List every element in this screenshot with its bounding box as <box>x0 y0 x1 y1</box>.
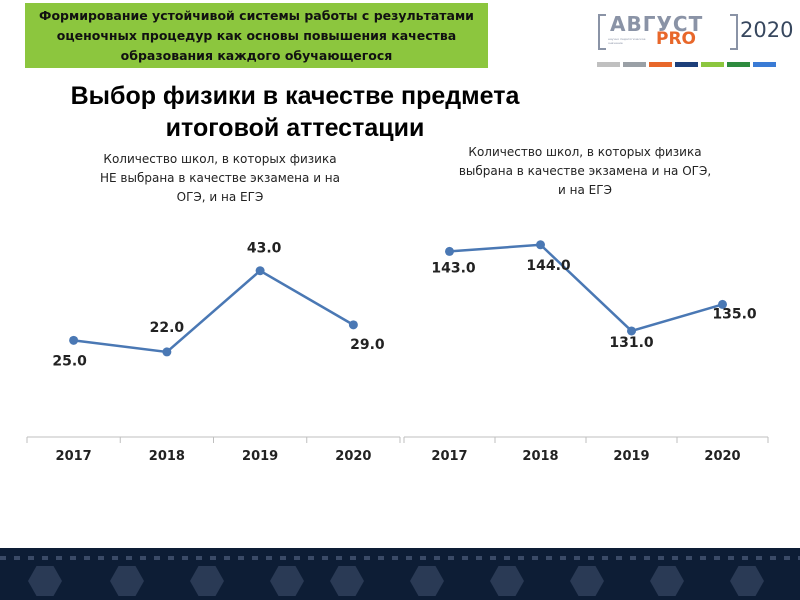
banner-line-2: оценочных процедур как основы повышения … <box>56 27 457 43</box>
color-bar-segment <box>701 62 724 67</box>
line-charts: 2017 2018 2019 2020 25.0 22.0 43.0 29.0 2017 2018… <box>26 240 769 464</box>
page-title-line-1: Выбор физики в качестве предмета <box>70 82 520 110</box>
chart-1-title-line-1: Количество школ, в которых физика <box>103 152 337 166</box>
chart-1-data-point <box>348 320 358 330</box>
color-bar-segment <box>623 62 646 67</box>
chart-2-data-label: 143.0 <box>431 260 476 276</box>
chart-1-tick-label: 2018 <box>149 449 185 464</box>
color-bar-segment <box>597 62 620 67</box>
topic-banner-text: Формирование устойчивой системы работы с… <box>33 6 480 66</box>
chart-1-data-point <box>255 266 265 276</box>
chart-2-data-point <box>627 326 636 336</box>
chart-2-title-line-3: и на ЕГЭ <box>558 183 612 197</box>
chart-1-data-label: 29.0 <box>350 337 385 353</box>
footer-hex-icon <box>730 566 764 596</box>
color-bar-segment <box>649 62 672 67</box>
avgust-pro-logo: АВГУСТ научно педагогическое значение PR… <box>590 12 794 54</box>
footer-hex-icon <box>270 566 304 596</box>
footer-hex-icon <box>490 566 524 596</box>
chart-1-data-point <box>69 335 79 345</box>
banner-line-3: образования каждого обучающегося <box>120 47 393 63</box>
logo-bracket-left <box>598 14 606 50</box>
chart-2-title-line-1: Количество школ, в которых физика <box>468 145 702 159</box>
chart-2-title: Количество школ, в которых физика выбран… <box>420 143 750 200</box>
logo-bracket-right <box>730 14 738 50</box>
chart-1-title-line-2: НЕ выбрана в качестве экзамена и на <box>100 171 340 185</box>
chart-1-tick-label: 2019 <box>242 449 278 464</box>
footer-hex-icon <box>330 566 364 596</box>
chart-2-data-point <box>445 246 454 256</box>
logo-main-text: АВГУСТ <box>610 12 704 36</box>
chart-2-data-label: 135.0 <box>712 306 757 322</box>
chart-2-data-point <box>718 299 727 309</box>
topic-banner: Формирование устойчивой системы работы с… <box>25 3 488 68</box>
logo-small-text: научно педагогическое значение <box>608 37 646 45</box>
chart-2-series-line <box>449 243 723 333</box>
footer-hex-icon <box>410 566 444 596</box>
footer-hex-icon <box>28 566 62 596</box>
chart-2-data-point <box>536 240 545 250</box>
footer-band <box>0 548 800 600</box>
chart-2-title-line-2: выбрана в качестве экзамена и на ОГЭ, <box>458 164 712 178</box>
chart-2-tick-label: 2017 <box>431 449 467 464</box>
color-bar-segment <box>675 62 698 67</box>
chart-1-data-label: 22.0 <box>150 320 185 336</box>
decorative-color-bar <box>597 62 779 67</box>
logo-pro-text: PRO <box>656 29 697 49</box>
chart-2-data-label: 144.0 <box>526 258 571 274</box>
chart-1-tick-label: 2017 <box>56 449 92 464</box>
footer-hex-icon <box>110 566 144 596</box>
chart-1-tick-label: 2020 <box>335 449 371 464</box>
chart-1-title-line-3: ОГЭ, и на ЕГЭ <box>176 190 264 204</box>
chart-2-data-label: 131.0 <box>609 335 654 351</box>
chart-2-tick-label: 2020 <box>704 449 740 464</box>
chart-1-title: Количество школ, в которых физика НЕ выб… <box>55 150 385 207</box>
color-bar-segment <box>753 62 776 67</box>
chart-2-tick-label: 2018 <box>522 449 558 464</box>
chart-1-data-point <box>162 347 172 357</box>
footer-hex-icon <box>650 566 684 596</box>
logo-year-text: 2020 <box>740 18 794 42</box>
footer-dot-strip <box>0 556 800 560</box>
banner-line-1: Формирование устойчивой системы работы с… <box>39 7 474 23</box>
footer-hex-icon <box>570 566 604 596</box>
chart-1-data-label: 43.0 <box>247 241 282 257</box>
chart-1-data-label: 25.0 <box>52 353 87 369</box>
footer-hex-icon <box>190 566 224 596</box>
page-title: Выбор физики в качестве предмета итогово… <box>0 80 590 144</box>
chart-2-tick-label: 2019 <box>613 449 649 464</box>
color-bar-segment <box>727 62 750 67</box>
chart-1-series-line <box>73 269 355 354</box>
page-title-line-2: итоговой аттестации <box>165 114 425 142</box>
